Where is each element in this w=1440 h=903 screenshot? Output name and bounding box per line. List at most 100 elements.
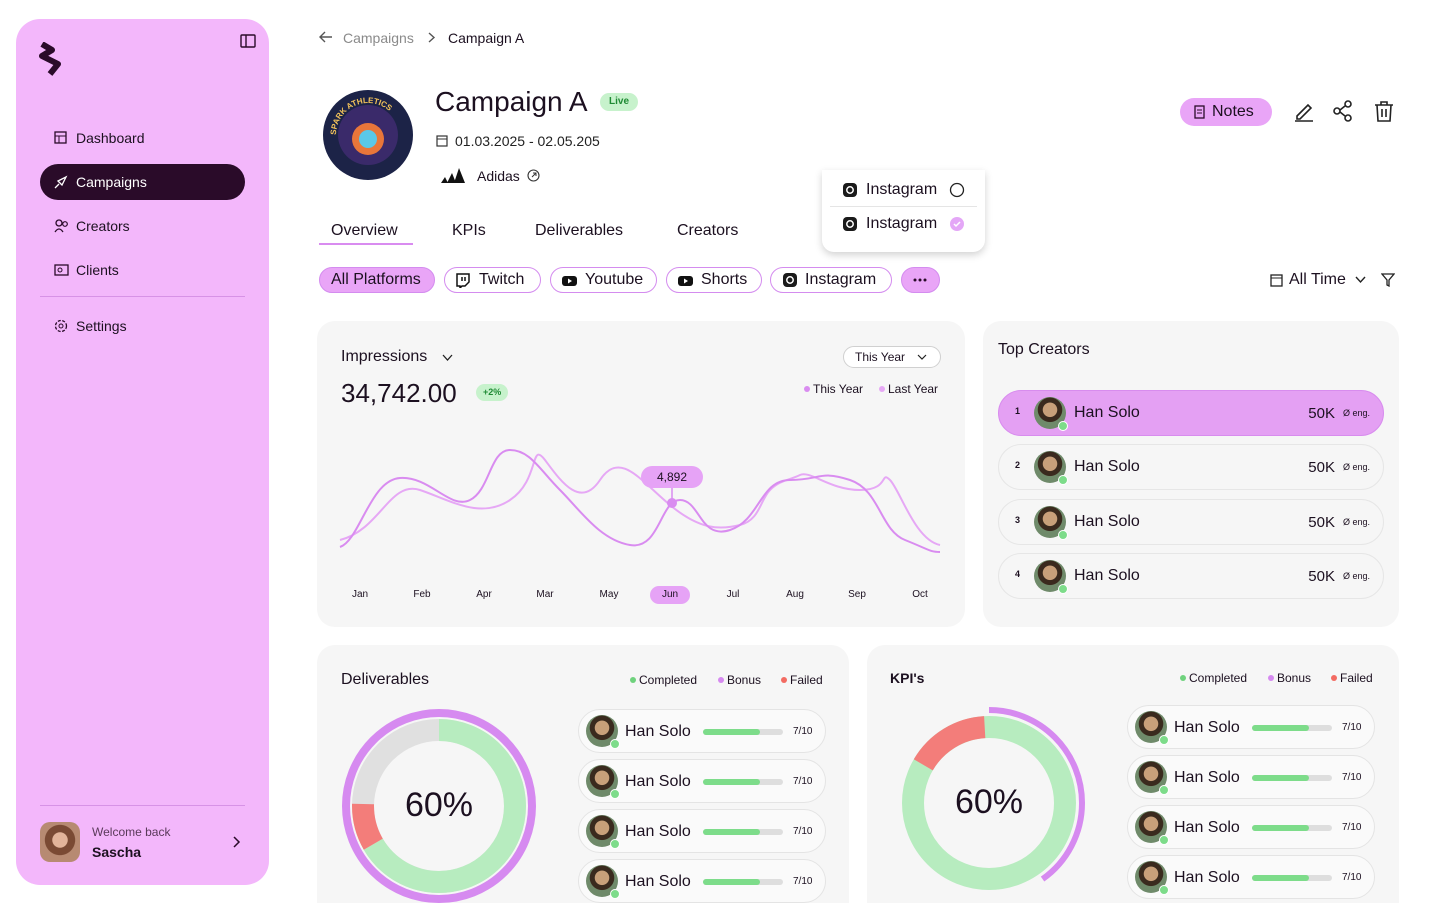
- dropdown-option[interactable]: Instagram: [866, 181, 938, 198]
- nav-item[interactable]: Clients: [40, 252, 245, 288]
- donut-percent: 60%: [954, 783, 1024, 821]
- period-select[interactable]: This Year: [843, 346, 941, 368]
- avatar: [586, 815, 620, 849]
- breadcrumb-link[interactable]: Campaigns: [343, 30, 414, 46]
- nav-item[interactable]: Settings: [40, 308, 245, 344]
- avatar: [586, 865, 620, 899]
- creator-metric: Ø eng.: [1343, 571, 1371, 581]
- creator-row[interactable]: 2 Han Solo 50K Ø eng.: [998, 444, 1384, 490]
- creator-value: 50K: [1308, 514, 1335, 531]
- share-icon[interactable]: [1332, 100, 1354, 122]
- month-label: Oct: [912, 589, 928, 600]
- brand-logo: [441, 168, 465, 183]
- time-filter[interactable]: All Time: [1289, 271, 1346, 288]
- nav-label: Clients: [76, 262, 119, 278]
- platform-pill[interactable]: All Platforms: [319, 267, 435, 293]
- creator-name: Han Solo: [1074, 458, 1140, 475]
- radio[interactable]: [949, 182, 965, 198]
- back-arrow[interactable]: [319, 31, 333, 43]
- score: 7/10: [1342, 822, 1362, 833]
- score-row[interactable]: Han Solo 7/10: [1127, 755, 1375, 799]
- campaign-dates: 01.03.2025 - 02.05.205: [455, 133, 600, 149]
- legend-label: Bonus: [727, 673, 762, 687]
- score-row[interactable]: Han Solo 7/10: [578, 809, 826, 853]
- more-button[interactable]: [901, 267, 940, 293]
- filter-icon[interactable]: [1381, 273, 1395, 287]
- avatar: [1034, 560, 1068, 594]
- chevron[interactable]: [1355, 276, 1366, 284]
- tab[interactable]: Creators: [677, 222, 739, 239]
- month-label: Jan: [351, 589, 369, 600]
- card-title[interactable]: Impressions: [341, 348, 428, 365]
- platform-pill[interactable]: Youtube: [550, 267, 657, 293]
- month-label: Apr: [476, 589, 492, 600]
- month-label: May: [599, 589, 619, 600]
- chevron[interactable]: [232, 836, 242, 848]
- score: 7/10: [793, 726, 813, 737]
- tab[interactable]: Deliverables: [535, 222, 624, 239]
- creator-row[interactable]: 1 Han Solo 50K Ø eng.: [998, 390, 1384, 436]
- divider: [830, 206, 977, 207]
- creator-metric: Ø eng.: [1343, 517, 1371, 527]
- avatar: [1135, 711, 1169, 745]
- creator-row[interactable]: 4 Han Solo 50K Ø eng.: [998, 553, 1384, 599]
- line-this-year: [339, 448, 941, 553]
- score-row[interactable]: Han Solo 7/10: [1127, 705, 1375, 749]
- creator-value: 50K: [1308, 459, 1335, 476]
- brand-name[interactable]: Adidas: [477, 168, 520, 184]
- nav-label: Campaigns: [76, 174, 147, 190]
- legend-label: Completed: [639, 673, 698, 687]
- legend-label: Failed: [790, 673, 823, 687]
- month-label: Mar: [536, 589, 554, 600]
- card-title: Deliverables: [341, 671, 430, 688]
- progress-track: [703, 779, 783, 785]
- progress-fill: [1252, 825, 1309, 831]
- chevron[interactable]: [442, 354, 453, 362]
- impressions-value: 34,742.00: [341, 378, 457, 408]
- logo: [39, 42, 61, 76]
- creator-row[interactable]: 3 Han Solo 50K Ø eng.: [998, 499, 1384, 545]
- score: 7/10: [793, 826, 813, 837]
- score-row[interactable]: Han Solo 7/10: [1127, 855, 1375, 899]
- tooltip: 4,892: [641, 466, 703, 488]
- score-row[interactable]: Han Solo 7/10: [578, 859, 826, 903]
- avatar: [1135, 861, 1169, 895]
- platform-pill[interactable]: Twitch: [444, 267, 541, 293]
- progress-track: [703, 879, 783, 885]
- creator-name: Han Solo: [1174, 869, 1240, 886]
- external-icon[interactable]: [527, 169, 540, 182]
- campaign-title: Campaign A: [435, 86, 588, 117]
- score-row[interactable]: Han Solo 7/10: [578, 709, 826, 753]
- user-name: Sascha: [92, 844, 142, 860]
- creator-metric: Ø eng.: [1343, 462, 1371, 472]
- nav-item[interactable]: Campaigns: [40, 164, 245, 200]
- collapse-icon[interactable]: [240, 34, 256, 48]
- notes-button[interactable]: Notes: [1180, 98, 1272, 126]
- creator-name: Han Solo: [1074, 404, 1140, 421]
- score-row[interactable]: Han Solo 7/10: [578, 759, 826, 803]
- calendar-icon: [436, 135, 448, 147]
- legend-item: Last Year: [879, 382, 938, 396]
- card-title: Top Creators: [998, 341, 1090, 358]
- dropdown-option[interactable]: Instagram: [866, 215, 938, 232]
- platform-pill[interactable]: Shorts: [666, 267, 762, 293]
- edit-icon[interactable]: [1293, 100, 1315, 122]
- progress-track: [1252, 825, 1332, 831]
- month-label: Feb: [413, 589, 431, 600]
- instagram-icon: [843, 217, 857, 231]
- radio-checked[interactable]: [949, 216, 965, 232]
- avatar: [1034, 506, 1068, 540]
- tab[interactable]: KPIs: [452, 222, 486, 239]
- progress-fill: [1252, 875, 1309, 881]
- tab[interactable]: Overview: [331, 222, 398, 239]
- nav-item[interactable]: Dashboard: [40, 120, 245, 156]
- creator-name: Han Solo: [1174, 719, 1240, 736]
- avatar: [586, 715, 620, 749]
- line-last-year: [339, 453, 941, 546]
- delete-icon[interactable]: [1374, 100, 1394, 122]
- platform-pill[interactable]: Instagram: [770, 267, 892, 293]
- nav-label: Creators: [76, 218, 130, 234]
- score-row[interactable]: Han Solo 7/10: [1127, 805, 1375, 849]
- nav-item[interactable]: Creators: [40, 208, 245, 244]
- divider: [40, 296, 245, 297]
